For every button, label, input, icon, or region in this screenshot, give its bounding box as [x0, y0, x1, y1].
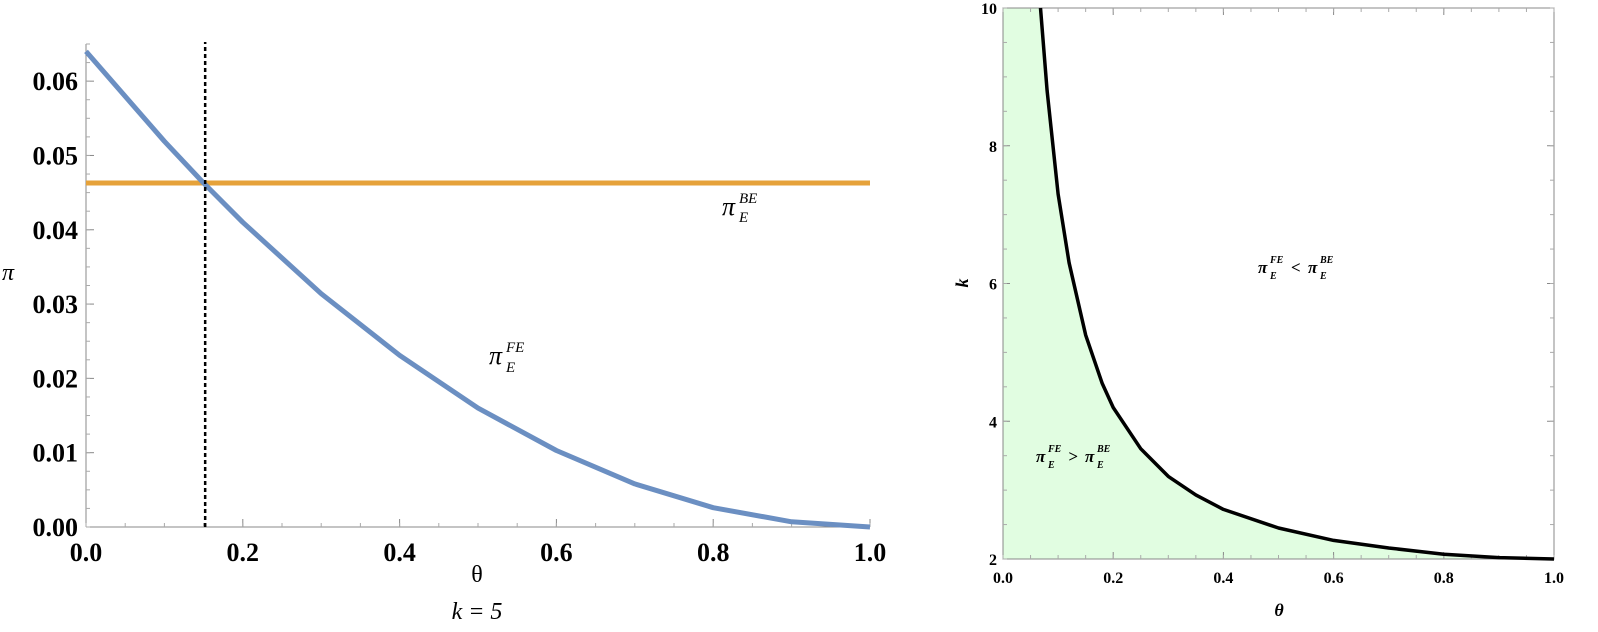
series-label-fe-sub: E — [505, 360, 515, 376]
region-fill — [1003, 8, 1554, 559]
left-caption: k = 5 — [452, 599, 503, 625]
series-label-fe-sup: FE — [505, 340, 524, 356]
right-y-tick-label: 4 — [989, 414, 997, 431]
region-label-2-left-sup: FE — [1269, 255, 1284, 266]
right-y-tick-label: 8 — [989, 139, 997, 156]
right-y-tick-label: 6 — [989, 277, 997, 294]
region-label-fe-greater: π FE E > π BE E — [1036, 444, 1111, 471]
left-y-tick-label: 0.05 — [33, 141, 79, 170]
left-axes — [85, 44, 870, 528]
series-line-fe — [84, 49, 871, 530]
left-chart: 0.0 0.2 0.4 0.6 0.8 1.0 0.00 0.01 0.02 0.03 0.04 0.… — [2, 42, 886, 625]
series-label-be: π BE E — [722, 191, 757, 226]
series-label-be-sup: BE — [739, 191, 757, 207]
region-label-2-right-sub: E — [1319, 271, 1327, 282]
left-y-tick-label: 0.02 — [33, 364, 79, 393]
left-x-tick-label: 0.6 — [540, 538, 573, 567]
left-ticks: 0.0 0.2 0.4 0.6 0.8 1.0 0.00 0.01 0.02 0.03 0.04 0.… — [33, 43, 887, 567]
region-label-1-right-main: π — [1085, 447, 1095, 466]
region-label-2-right-main: π — [1308, 258, 1318, 277]
right-x-tick-label: 1.0 — [1544, 570, 1564, 587]
right-x-axis-title: θ — [1274, 600, 1284, 620]
right-y-tick-label: 2 — [989, 552, 997, 569]
region-label-2-op: < — [1291, 258, 1301, 277]
left-y-tick-label: 0.03 — [33, 290, 79, 319]
right-y-axis-title: k — [952, 279, 972, 288]
right-x-tick-label: 0.0 — [993, 570, 1013, 587]
region-label-fe-less: π FE E < π BE E — [1258, 255, 1334, 282]
series-label-fe-main: π — [489, 341, 503, 370]
region-label-1-left-sub: E — [1047, 460, 1055, 471]
series-label-be-main: π — [722, 192, 736, 221]
series-label-fe: π FE E — [489, 340, 524, 376]
region-label-2-left-sub: E — [1269, 271, 1277, 282]
right-x-tick-label: 0.2 — [1103, 570, 1123, 587]
left-x-tick-label: 0.8 — [697, 538, 730, 567]
region-label-1-right-sub: E — [1096, 460, 1104, 471]
right-x-tick-label: 0.4 — [1213, 570, 1233, 587]
left-series — [84, 42, 871, 530]
boundary-curve — [1038, 7, 1555, 561]
region-label-2-left-main: π — [1258, 258, 1268, 277]
left-y-tick-label: 0.01 — [33, 439, 79, 468]
left-x-tick-label: 0.2 — [227, 538, 260, 567]
region-label-1-op: > — [1068, 447, 1078, 466]
right-chart: 0.0 0.2 0.4 0.6 0.8 1.0 2 4 6 8 10 θ k π FE E > π … — [952, 1, 1564, 620]
left-y-tick-label: 0.06 — [33, 67, 79, 96]
right-y-tick-label: 10 — [981, 1, 997, 18]
region-label-1-left-sup: FE — [1047, 444, 1062, 455]
region-label-1-left-main: π — [1036, 447, 1046, 466]
right-x-tick-label: 0.6 — [1324, 570, 1344, 587]
left-y-tick-label: 0.04 — [33, 216, 79, 245]
left-x-axis-title: θ — [471, 562, 483, 588]
right-ticks: 0.0 0.2 0.4 0.6 0.8 1.0 2 4 6 8 10 — [981, 1, 1564, 587]
left-x-tick-label: 0.0 — [70, 538, 103, 567]
region-label-1-right-sup: BE — [1096, 444, 1111, 455]
series-label-be-sub: E — [738, 210, 748, 226]
left-x-tick-label: 0.4 — [383, 538, 416, 567]
left-y-axis-title: π — [2, 260, 15, 286]
left-x-tick-label: 1.0 — [854, 538, 887, 567]
right-x-tick-label: 0.8 — [1434, 570, 1454, 587]
right-fill-region — [1003, 8, 1554, 559]
region-label-2-right-sup: BE — [1319, 255, 1334, 266]
right-boundary — [1038, 7, 1555, 561]
left-y-tick-label: 0.00 — [33, 513, 79, 542]
